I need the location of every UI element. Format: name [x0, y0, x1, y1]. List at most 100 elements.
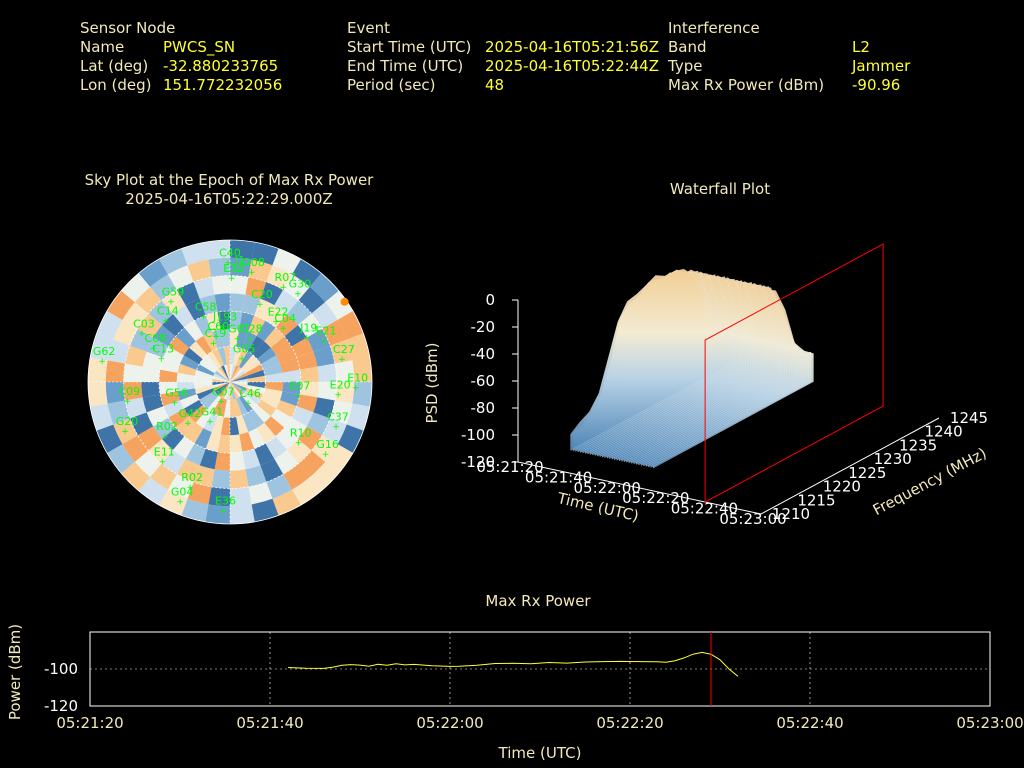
- skyplot-cell: [211, 415, 224, 435]
- skyplot-cell: [236, 329, 249, 349]
- skyplot-cell: [242, 412, 257, 433]
- skyplot-title-block: Sky Plot at the Epoch of Max Rx Power 20…: [64, 171, 394, 209]
- skyplot-cell: [217, 347, 227, 366]
- skyplot-cell: [260, 355, 281, 370]
- waterfall-z-tick-label: -80: [471, 399, 496, 417]
- skyplot-cell: [153, 324, 176, 347]
- skyplot-cell: [230, 370, 246, 382]
- skyplot-cell: [245, 277, 267, 299]
- waterfall-freq-tick-label: 1235: [899, 436, 937, 454]
- skyplot-sat-label: G30: [289, 277, 312, 290]
- skyplot-cell: [352, 357, 372, 382]
- skyplot-cell: [195, 385, 214, 395]
- skyplot-sat-marker: +: [213, 332, 221, 342]
- skyplot-sat-label: G41: [201, 406, 224, 419]
- skyplot-cell: [207, 351, 222, 369]
- skyplot-cell: [239, 432, 255, 452]
- maxrx-x-tick-label: 05:22:20: [596, 714, 663, 732]
- skyplot-cell: [168, 408, 190, 428]
- skyplot-cell: [189, 404, 208, 423]
- skyplot-sat-label: R02: [181, 471, 203, 484]
- waterfall-freq-tick-label: 1240: [924, 423, 962, 441]
- skyplot-cell: [199, 359, 217, 374]
- skyplot-cell: [122, 435, 149, 462]
- skyplot-cell: [266, 265, 293, 290]
- skyplot-cell: [196, 388, 215, 400]
- skyplot-cell: [107, 290, 135, 320]
- waterfall-axis: [517, 461, 762, 515]
- skyplot-cell: [298, 450, 326, 478]
- waterfall-z-tick-label: -40: [471, 345, 496, 363]
- skyplot-cell: [161, 289, 186, 315]
- skyplot-cell: [264, 416, 285, 437]
- skyplot-cell: [313, 397, 335, 419]
- skyplot-sat-marker: +: [238, 354, 246, 364]
- waterfall-time-tick-label: 05:22:00: [574, 479, 641, 497]
- skyplot-cell: [230, 275, 249, 295]
- maxrx-x-tick-label: 05:23:00: [956, 714, 1023, 732]
- skyplot-cell: [252, 341, 271, 360]
- skyplot-cell: [309, 273, 339, 303]
- skyplot-sat-label: C13: [152, 343, 174, 356]
- maxrx-y-tick-label: -100: [44, 660, 78, 678]
- event-heading: Event: [347, 19, 390, 37]
- waterfall-z-tick-label: -100: [461, 426, 495, 444]
- skyplot-sat-marker: +: [224, 258, 232, 268]
- skyplot-cell: [230, 382, 248, 389]
- skyplot-cell: [299, 366, 319, 382]
- skyplot-cell: [150, 463, 177, 490]
- skyplot-cell: [282, 382, 301, 395]
- skyplot-sat-marker: +: [150, 344, 158, 354]
- skyplot-cell: [230, 382, 244, 396]
- waterfall-freq-tick-label: 1210: [772, 505, 810, 523]
- skyplot-cell: [230, 451, 246, 471]
- skyplot-cell: [264, 382, 284, 392]
- skyplot-cell: [220, 328, 230, 348]
- sensor-lat-label: Lat (deg): [80, 57, 149, 75]
- skyplot-sat-marker: +: [352, 383, 360, 393]
- waterfall-axis: [760, 417, 940, 515]
- skyplot-cell: [187, 482, 212, 505]
- skyplot-cell: [176, 382, 196, 392]
- skyplot-cell: [264, 372, 284, 382]
- skyplot-sat-label: C03: [133, 317, 155, 330]
- skyplot-sat-marker: +: [121, 427, 129, 437]
- skyplot-cell: [236, 348, 248, 367]
- maxrx-y-tick-label: -120: [44, 697, 78, 715]
- skyplot-cell: [272, 489, 301, 516]
- skyplot-cell: [163, 346, 184, 364]
- maxrx-x-tick-label: 05:22:40: [776, 714, 843, 732]
- skyplot-cell: [317, 363, 337, 382]
- skyplot-cell: [205, 432, 221, 452]
- skyplot-cell: [177, 363, 197, 376]
- skyplot-cell: [187, 259, 212, 282]
- skyplot-cell: [159, 489, 188, 516]
- skyplot-cell: [162, 314, 185, 337]
- skyplot-cell: [194, 375, 213, 382]
- skyplot-cell: [199, 448, 218, 470]
- skyplot-cell: [346, 333, 370, 361]
- skyplot-cell: [263, 363, 283, 376]
- skyplot-cell: [146, 406, 169, 427]
- skyplot-cell: [196, 364, 215, 376]
- skyplot-cell: [216, 382, 230, 396]
- skyplot-cell: [230, 434, 243, 453]
- skyplot-sat-marker: +: [244, 399, 252, 409]
- skyplot-max-direction: [340, 297, 349, 306]
- skyplot-cell: [221, 365, 230, 382]
- skyplot-sat-marker: +: [158, 355, 166, 365]
- skyplot-cell: [334, 360, 355, 382]
- event-period-label: Period (sec): [347, 76, 436, 94]
- skyplot-cell: [179, 394, 200, 409]
- skyplot-cell: [230, 293, 246, 313]
- skyplot-cell: [107, 400, 130, 425]
- skyplot-cell: [194, 428, 212, 449]
- skyplot-sat-marker: +: [176, 497, 184, 507]
- skyplot-cell: [195, 369, 214, 379]
- skyplot-sat-marker: +: [228, 274, 236, 284]
- waterfall-time-tick-label: 05:21:40: [525, 468, 592, 486]
- skyplot-cell: [254, 443, 275, 466]
- skyplot-cell: [230, 240, 255, 260]
- skyplot-cell: [179, 355, 200, 370]
- maxrx-x-tick-label: 05:21:20: [56, 714, 123, 732]
